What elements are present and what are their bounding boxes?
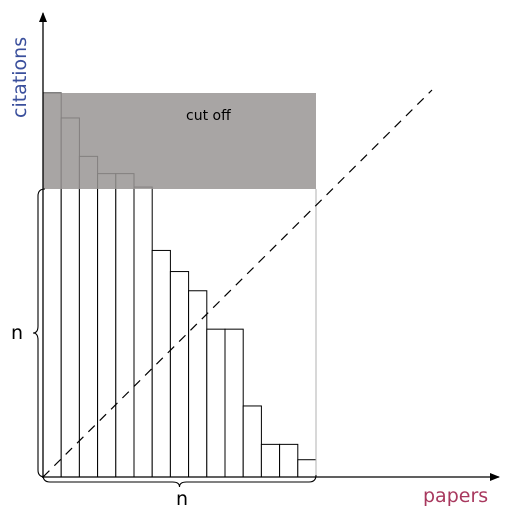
bar-14 xyxy=(279,443,299,478)
bars-group xyxy=(42,92,317,478)
bar-12 xyxy=(242,405,262,478)
cutoff-label: cut off xyxy=(186,108,231,124)
overlay-group xyxy=(32,12,500,488)
x-brace xyxy=(42,474,317,488)
bar-13 xyxy=(260,443,281,478)
y-axis-label: citations xyxy=(9,37,31,118)
bar-11 xyxy=(224,328,244,478)
bar-6 xyxy=(133,186,153,478)
bar-10 xyxy=(206,328,226,478)
bar-5 xyxy=(115,173,135,478)
bar-4 xyxy=(97,173,117,478)
h-index-y-label: n xyxy=(11,322,23,344)
y-brace xyxy=(32,188,46,478)
cutoff-region xyxy=(43,93,316,189)
bar-9 xyxy=(188,290,208,478)
bar-7 xyxy=(151,249,171,478)
bar-8 xyxy=(169,271,190,478)
diagonal-reference-line xyxy=(42,89,433,478)
x-axis-label: papers xyxy=(423,485,488,507)
h-index-x-label: n xyxy=(176,488,188,510)
bar-3 xyxy=(78,155,99,478)
bar-15 xyxy=(297,459,317,478)
